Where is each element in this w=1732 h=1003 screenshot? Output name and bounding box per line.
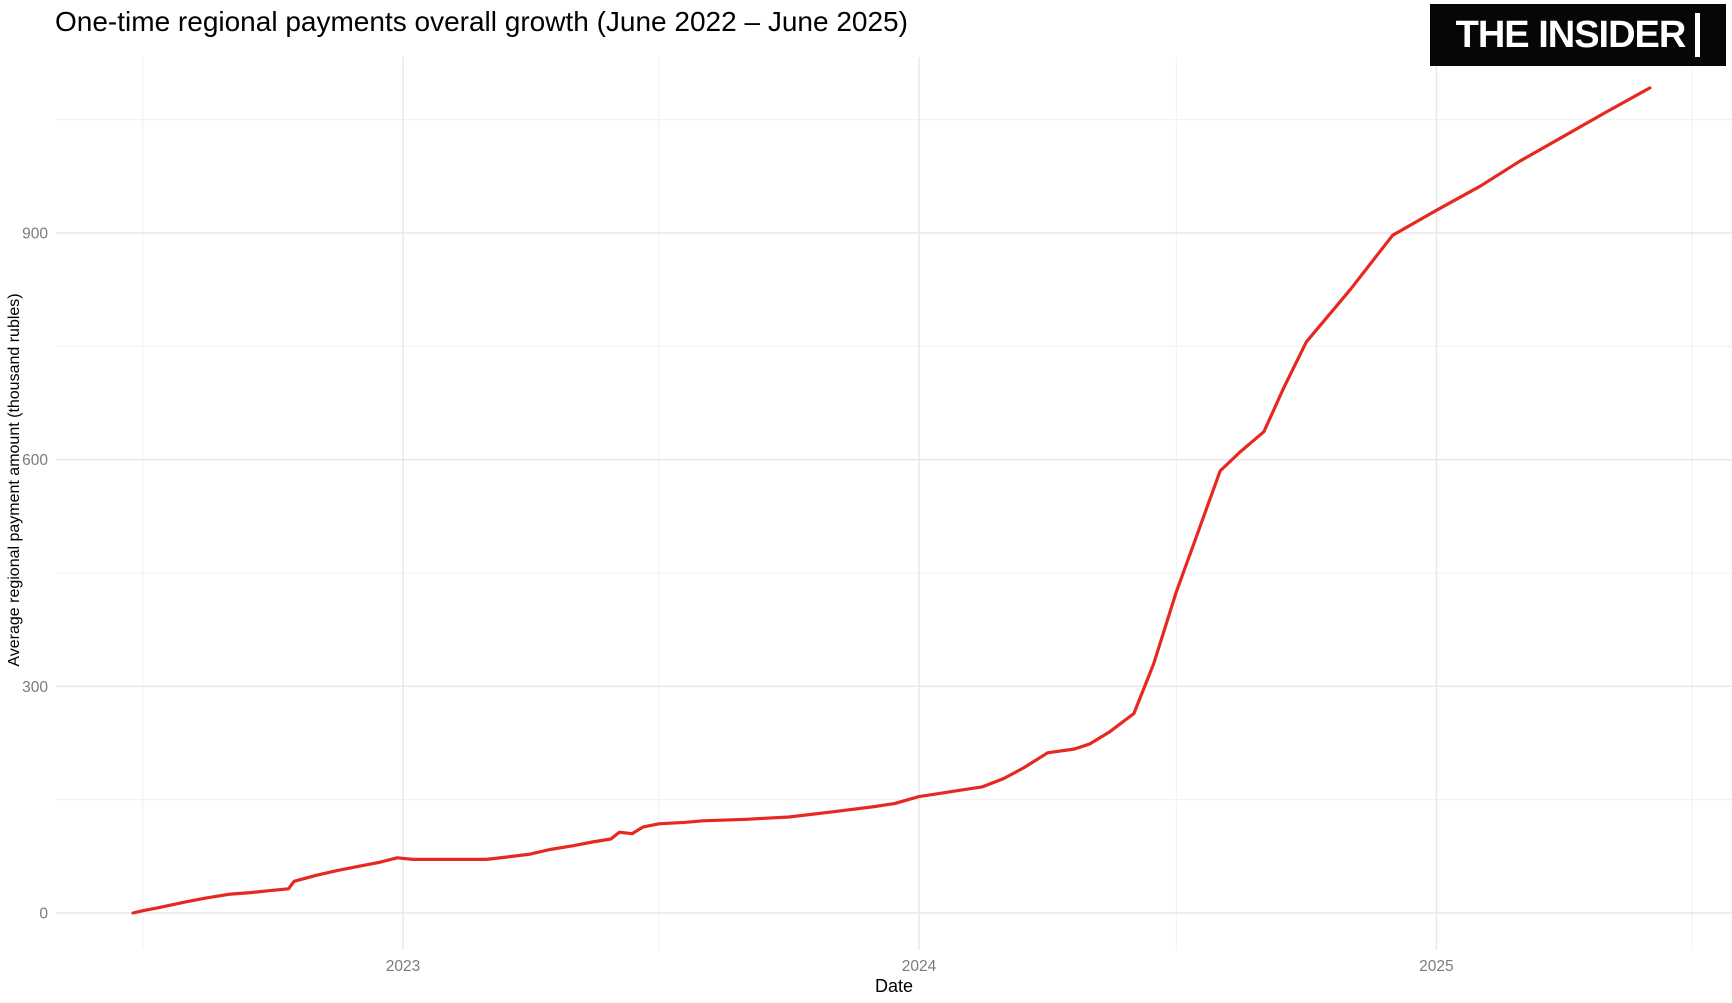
chart-title: One-time regional payments overall growt… [55, 6, 908, 37]
tick-labels: 0 300 600 900 2023 2024 2025 [22, 226, 1454, 976]
logo-text: THE INSIDER [1455, 14, 1687, 56]
payments-growth-line [131, 86, 1652, 915]
the-insider-logo: THE INSIDER [1430, 4, 1726, 66]
x-tick-label: 2023 [386, 958, 420, 975]
y-tick-label: 0 [39, 906, 48, 923]
logo-cursor-bar-icon [1695, 13, 1701, 57]
y-tick-label: 900 [22, 226, 48, 243]
x-tick-label: 2025 [1419, 958, 1453, 975]
x-axis-title: Date [874, 976, 914, 996]
gridlines-minor [56, 57, 1732, 950]
y-tick-label: 300 [22, 679, 48, 696]
y-tick-label: 600 [22, 452, 48, 469]
x-tick-label: 2024 [902, 958, 937, 975]
y-axis-title: Average regional payment amount (thousan… [6, 293, 23, 667]
gridlines-major [56, 57, 1732, 950]
